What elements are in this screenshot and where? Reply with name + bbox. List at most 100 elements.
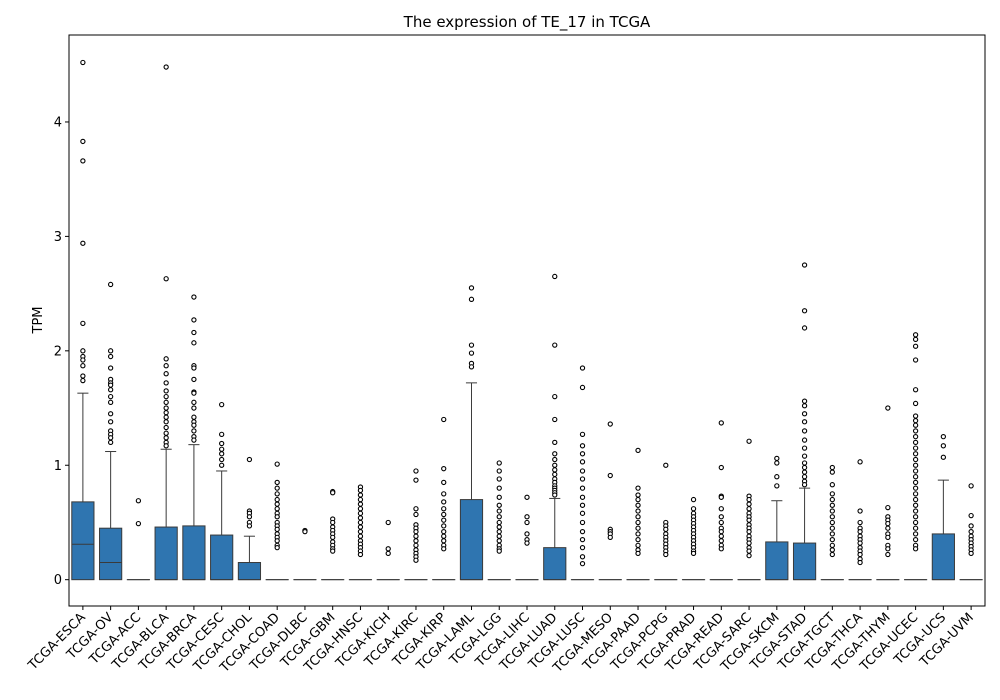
outlier-point: [774, 483, 780, 489]
outlier-point: [718, 514, 724, 520]
outlier-point: [274, 506, 280, 512]
outlier-point: [552, 451, 558, 457]
outlier-point: [274, 496, 280, 503]
outlier-point: [912, 422, 919, 428]
outlier-point: [107, 365, 114, 371]
outlier-point: [579, 536, 586, 543]
outlier-point: [635, 531, 641, 537]
outlier-point: [801, 464, 808, 471]
outlier-point: [552, 471, 558, 478]
outlier-point: [829, 531, 835, 537]
outlier-point: [413, 511, 419, 518]
outlier-point: [579, 384, 586, 391]
outlier-point: [746, 528, 752, 535]
outlier-point: [746, 517, 752, 523]
outlier-point: [163, 399, 169, 405]
outlier-point: [552, 462, 558, 468]
outlier-point: [579, 502, 586, 508]
outlier-point: [441, 523, 447, 529]
outlier-point: [274, 514, 280, 520]
outlier-point: [607, 534, 613, 540]
outlier-point: [912, 332, 919, 338]
outlier-point: [912, 343, 919, 349]
outlier-point: [413, 506, 419, 512]
outlier-point: [829, 469, 835, 475]
outlier-point: [885, 504, 891, 511]
outlier-point: [801, 474, 808, 480]
outlier-point: [80, 363, 86, 369]
outlier-point: [912, 387, 919, 393]
outlier-point: [163, 419, 169, 425]
outlier-point: [801, 308, 808, 314]
outlier-point: [746, 553, 752, 559]
outlier-point: [441, 533, 447, 539]
outlier-point: [635, 514, 641, 520]
y-tick-label: 1: [54, 459, 62, 474]
outlier-point: [912, 445, 919, 451]
outlier-point: [912, 479, 919, 486]
outlier-point: [496, 476, 502, 482]
outlier-point: [801, 398, 808, 404]
outlier-point: [857, 508, 863, 514]
outlier-point: [635, 502, 641, 508]
outlier-point: [413, 528, 419, 535]
outlier-point: [330, 519, 336, 526]
outlier-point: [829, 525, 835, 531]
y-tick-label: 0: [54, 573, 62, 588]
outlier-point: [912, 536, 919, 543]
outlier-point: [357, 492, 364, 498]
outlier-point: [829, 464, 835, 471]
outlier-point: [579, 561, 586, 567]
outlier-point: [912, 428, 919, 434]
outlier-point: [496, 528, 502, 535]
outlier-point: [801, 403, 808, 409]
outlier-point: [441, 538, 447, 544]
outlier-point: [163, 371, 169, 377]
outlier-point: [912, 357, 919, 363]
outlier-point: [552, 393, 558, 400]
outlier-point: [496, 533, 502, 539]
outlier-point: [579, 494, 586, 500]
outlier-point: [191, 390, 197, 396]
outlier-point: [968, 512, 974, 519]
outlier-point: [357, 519, 364, 526]
outlier-point: [829, 536, 835, 543]
outlier-point: [579, 519, 586, 526]
outlier-point: [635, 542, 641, 549]
outlier-point: [579, 528, 586, 535]
outlier-point: [801, 437, 808, 443]
outlier-point: [829, 482, 835, 488]
outlier-point: [912, 496, 919, 503]
box-tcga-stad: [792, 542, 817, 581]
outlier-point: [718, 420, 724, 426]
box-tcga-laml: [459, 499, 484, 581]
outlier-point: [912, 485, 919, 491]
outlier-point: [496, 519, 502, 526]
outlier-point: [274, 491, 280, 497]
outlier-point: [968, 483, 974, 489]
outlier-point: [857, 559, 863, 566]
outlier-point: [163, 276, 169, 282]
outlier-point: [468, 350, 475, 356]
outlier-point: [912, 519, 919, 526]
outlier-point: [524, 494, 530, 500]
outlier-point: [857, 540, 863, 546]
outlier-point: [746, 548, 752, 554]
outlier-point: [912, 417, 919, 424]
outlier-point: [552, 342, 558, 348]
box-tcga-ucs: [931, 533, 955, 581]
outlier-point: [940, 454, 947, 460]
box-tcga-blca: [154, 526, 178, 581]
outlier-point: [80, 240, 86, 246]
outlier-point: [107, 393, 114, 400]
outlier-point: [107, 353, 114, 360]
outlier-point: [107, 435, 114, 441]
outlier-point: [163, 356, 169, 362]
outlier-point: [746, 540, 752, 546]
outlier-point: [940, 443, 947, 449]
outlier-point: [912, 474, 919, 480]
outlier-point: [219, 462, 225, 468]
outlier-point: [413, 533, 419, 539]
outlier-point: [746, 501, 752, 507]
outlier-point: [857, 528, 863, 535]
